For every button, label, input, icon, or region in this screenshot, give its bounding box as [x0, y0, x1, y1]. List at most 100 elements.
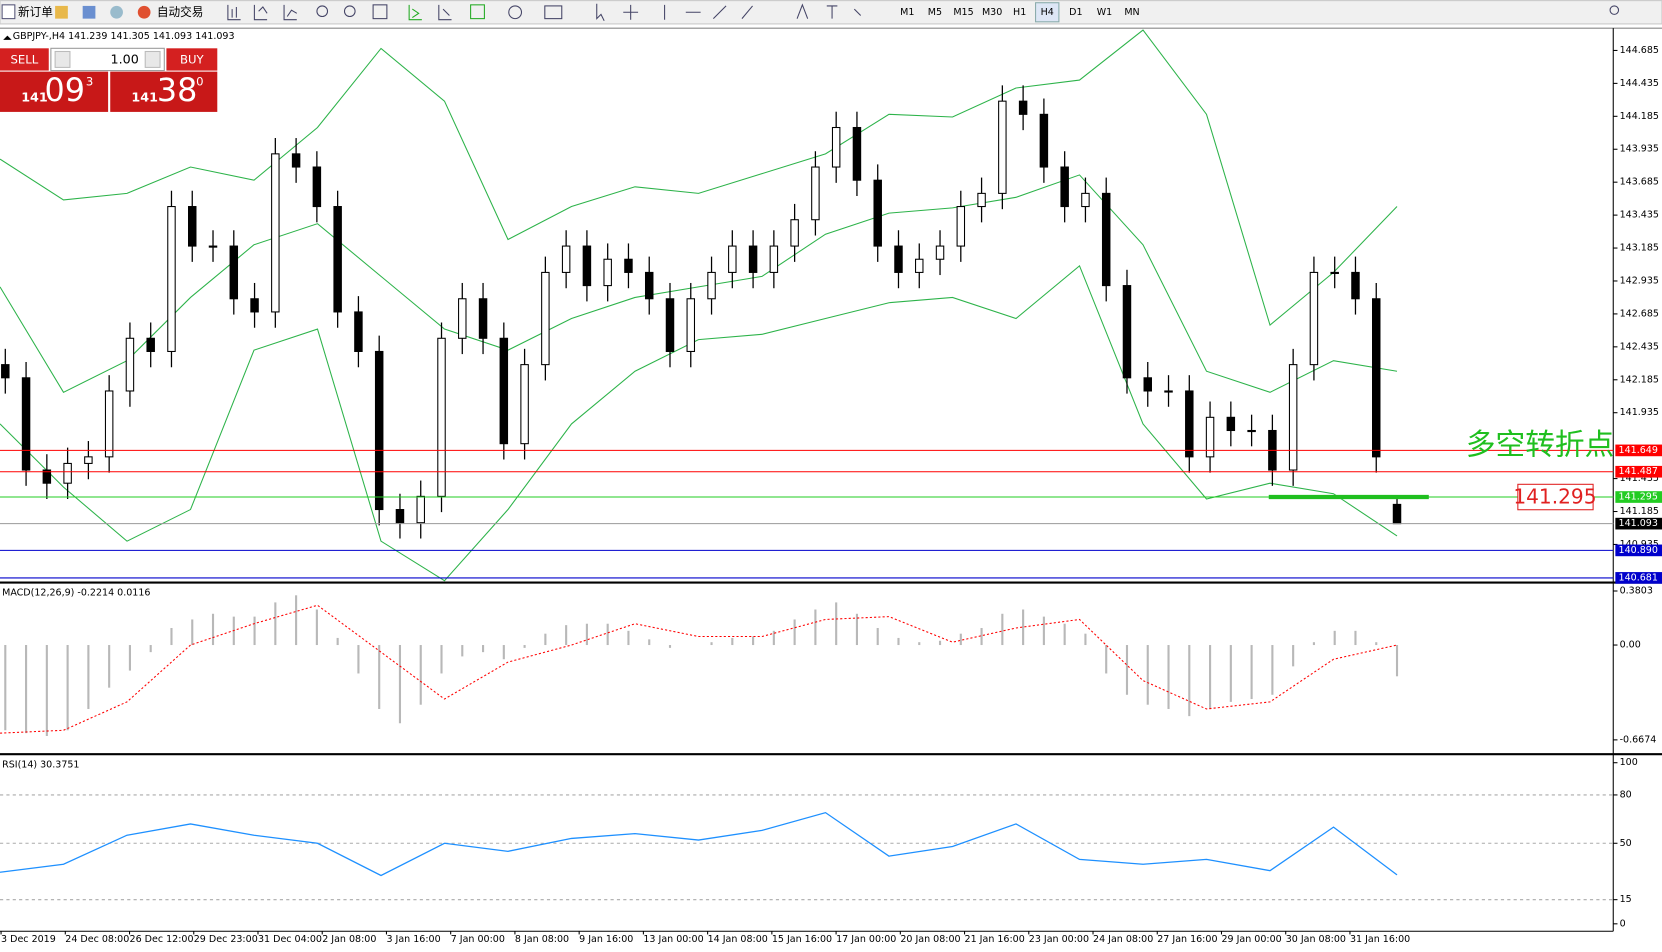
candle-body [1018, 100, 1028, 115]
chart-area: GBPJPY-,H4 141.239 141.305 141.093 141.0… [0, 27, 1662, 932]
ask-pips: 38 [157, 72, 197, 109]
candle-body [1060, 166, 1069, 208]
candle-body [1330, 271, 1339, 275]
y-tick-label: 142.435 [1620, 341, 1659, 352]
candle-body [499, 337, 509, 445]
x-tick-label: 30 Jan 08:00 [1286, 934, 1346, 945]
candle-body [146, 337, 155, 352]
candle-body [1039, 113, 1049, 168]
candle-body [374, 350, 384, 511]
x-tick-label: 31 Jan 16:00 [1350, 934, 1410, 945]
tool-icon[interactable] [253, 4, 268, 21]
candle-body [873, 179, 882, 247]
y-tick-label: 141.435 [1620, 473, 1659, 484]
x-tick-label: 27 Jan 16:00 [1157, 934, 1217, 945]
lot-value[interactable]: 1.00 [111, 51, 139, 66]
candle-body [63, 462, 72, 484]
candle-body [1205, 416, 1215, 458]
buy-label[interactable]: BUY [180, 52, 205, 66]
sell-label[interactable]: SELL [11, 52, 39, 66]
candle-body [1309, 271, 1319, 366]
timeframe-button[interactable]: MN [1124, 7, 1139, 18]
bid-box[interactable] [0, 71, 109, 112]
toolbar-icon[interactable] [110, 5, 123, 19]
price-level-label: 141.295 [1619, 492, 1658, 503]
timeframe-button[interactable]: M5 [928, 7, 942, 18]
price-level-label: 140.681 [1619, 572, 1658, 583]
crosshair-tool[interactable] [623, 4, 639, 20]
auto-trading-icon[interactable] [137, 5, 151, 19]
candle-body [312, 166, 322, 208]
candle-body [1392, 503, 1402, 525]
lot-up[interactable] [144, 50, 161, 68]
candle-body [1143, 377, 1152, 392]
price-level-tag [1615, 517, 1662, 530]
timeframe-button[interactable]: D1 [1069, 7, 1082, 18]
x-tick-label: 3 Jan 16:00 [386, 934, 440, 945]
toolbar-icon[interactable] [82, 5, 96, 19]
timeframe-button[interactable]: M30 [982, 7, 1002, 18]
y-tick-label: 15 [1620, 894, 1632, 905]
timeframe-button[interactable]: H4 [1041, 7, 1054, 18]
candle-body [291, 153, 301, 168]
lot-input[interactable] [50, 47, 165, 72]
indicator-icon[interactable] [470, 4, 485, 20]
timeframe-button[interactable]: M15 [953, 7, 973, 18]
candle-body [1101, 192, 1111, 287]
period-icon[interactable] [508, 5, 523, 20]
auto-trading-button[interactable]: 自动交易 [157, 5, 204, 19]
candle-body [1164, 390, 1173, 393]
timeframe-button[interactable]: M1 [900, 7, 914, 18]
y-tick-label: 144.185 [1620, 111, 1659, 122]
candle-body [208, 245, 218, 248]
sell-button[interactable] [0, 48, 49, 71]
bid-pips: 09 [45, 72, 85, 109]
zoom-in[interactable] [316, 5, 329, 18]
new-order-icon[interactable] [1, 4, 16, 20]
candle-body [84, 456, 93, 464]
tool-icon[interactable] [408, 4, 422, 21]
y-tick-label: 0 [1620, 918, 1626, 929]
tool-icon[interactable] [227, 4, 241, 21]
price-level-tag [1615, 444, 1662, 457]
x-tick-label: 23 Jan 00:00 [1029, 934, 1089, 945]
candle-body [728, 245, 737, 273]
toolbar-bg [0, 0, 1662, 25]
draw-tools[interactable] [796, 3, 862, 19]
candle-body [250, 298, 259, 313]
candle-body [624, 258, 633, 273]
tool-icon[interactable] [438, 4, 452, 21]
toolbar-icon[interactable] [55, 5, 68, 19]
x-tick-label: 13 Jan 00:00 [643, 934, 703, 945]
price-level-tag [1615, 572, 1662, 584]
candle-body [188, 206, 197, 247]
timeframe-button[interactable]: W1 [1097, 7, 1112, 18]
y-tick-label: 142.185 [1620, 374, 1659, 385]
ask-big: 141 [131, 90, 158, 105]
tool-icon[interactable] [283, 4, 298, 21]
price-level-label: 141.649 [1619, 445, 1658, 456]
buy-button[interactable] [166, 48, 218, 71]
candle-body [520, 364, 529, 445]
x-tick-label: 3 Dec 2019 [1, 934, 56, 945]
timeframe-button[interactable]: H1 [1013, 7, 1026, 18]
new-order-button[interactable]: 新订单 [18, 5, 53, 19]
x-tick-label: 17 Jan 00:00 [836, 934, 896, 945]
search-icon[interactable] [1609, 5, 1620, 15]
x-tick-label: 14 Jan 08:00 [708, 934, 768, 945]
tile-icon[interactable] [372, 4, 388, 20]
draw-tools[interactable] [664, 4, 753, 20]
zoom-out[interactable] [343, 5, 356, 18]
y-tick-label: 50 [1620, 838, 1632, 849]
candle-body [395, 509, 405, 524]
ask-box[interactable] [110, 71, 218, 112]
candle-body [21, 377, 31, 471]
y-tick-label: 0.00 [1620, 640, 1641, 651]
y-tick-label: 143.435 [1620, 210, 1659, 221]
template-icon[interactable] [544, 5, 563, 20]
y-tick-label: 80 [1620, 789, 1632, 800]
lot-down[interactable] [54, 50, 71, 68]
x-tick-label: 29 Dec 23:00 [194, 934, 258, 945]
cursor-tool[interactable] [596, 3, 605, 21]
